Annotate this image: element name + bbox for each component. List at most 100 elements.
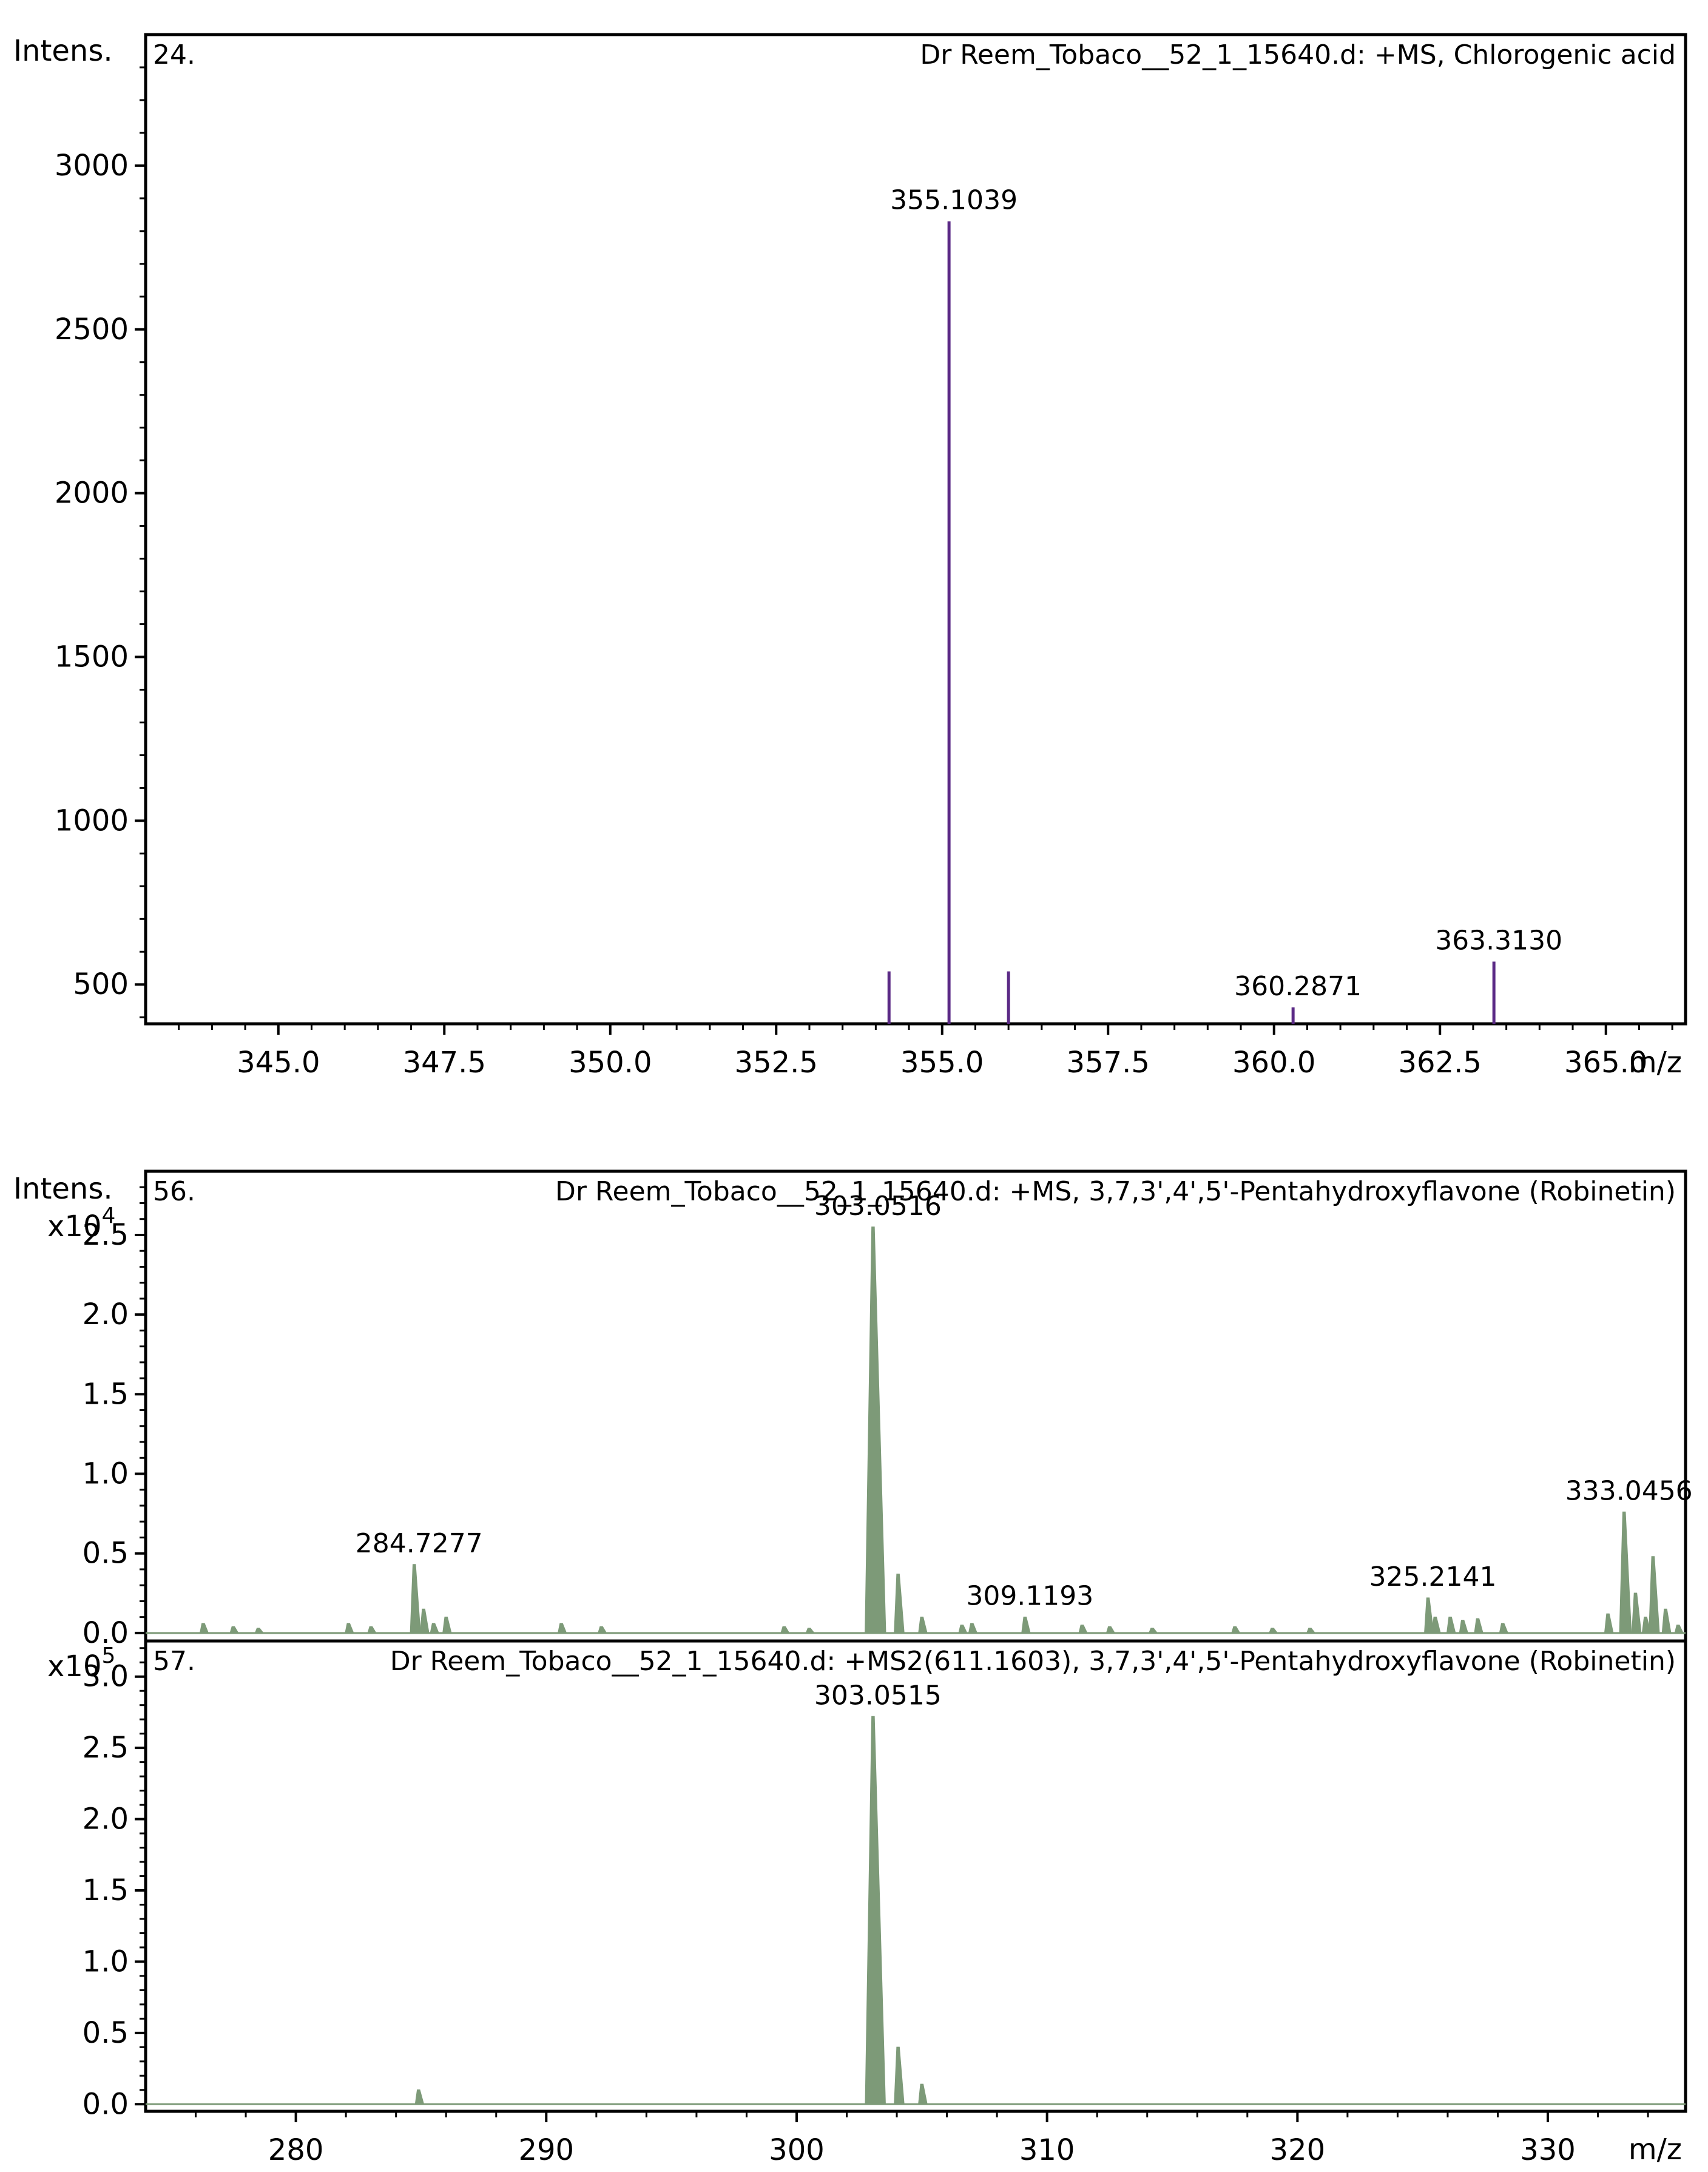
panel1-xtick-label: 360.0 — [1232, 1046, 1315, 1080]
spectrum-peak — [894, 2046, 905, 2105]
spectrum-peak — [1674, 1625, 1684, 1634]
panel3-ytick-label: 2.0 — [83, 1802, 129, 1836]
peak-label: 325.2141 — [1369, 1561, 1497, 1592]
spectrum-peak — [367, 1626, 377, 1634]
panel1-x-axis: 345.0 347.5 350.0 352.5 355.0 357.5 360.… — [178, 1024, 1673, 1080]
peak-label: 355.1039 — [890, 185, 1018, 216]
panel1-frame — [144, 33, 1687, 1026]
spectrum-peak — [1499, 1623, 1509, 1634]
panel3-ytick-label: 3.0 — [83, 1660, 129, 1694]
panel2-ytick-label: 0.0 — [83, 1616, 129, 1650]
panel3-scale-base: x10 — [47, 1649, 101, 1683]
panel3-scale-exp: 5 — [101, 1643, 115, 1668]
spectrum-peak — [557, 1623, 567, 1634]
panel3-scale: x105 — [47, 1643, 115, 1683]
spectrum-peak — [229, 1626, 239, 1634]
panel3-ytick-label: 0.5 — [83, 2016, 129, 2050]
panel3-xlabel: m/z — [1629, 2133, 1682, 2167]
spectrum-peak — [1459, 1620, 1469, 1634]
panel1-number: 24. — [153, 39, 195, 70]
spectrum-peak — [442, 1616, 452, 1634]
panel3-xtick-label: 320 — [1270, 2133, 1326, 2167]
spectrum-peak — [780, 1626, 790, 1634]
panel1-ytick-label: 2500 — [55, 313, 129, 347]
panel1-xtick-label: 352.5 — [735, 1046, 818, 1080]
panel2-peaks — [146, 1226, 1686, 1634]
panel2-ytick-label: 2.5 — [83, 1218, 129, 1252]
spectrum-peak — [410, 1564, 421, 1634]
panel1-ytick-label: 1500 — [55, 640, 129, 674]
spectrum-peak — [1619, 1511, 1632, 1634]
panel2-ytick-label: 0.5 — [83, 1537, 129, 1571]
spectrum-peak — [597, 1626, 607, 1634]
panel2-ytick-label: 2.0 — [83, 1297, 129, 1331]
panel3-frame — [144, 1639, 1687, 2113]
panel1-title: Dr Reem_Tobaco__52_1_15640.d: +MS, Chlor… — [920, 39, 1676, 70]
spectrum-peak — [1474, 1618, 1484, 1634]
panel2-scale: x104 — [47, 1203, 115, 1243]
panel3-xtick-label: 300 — [769, 2133, 825, 2167]
peak-label: 333.0456 — [1565, 1475, 1693, 1506]
spectrum-peak — [1021, 1616, 1031, 1634]
spectrum-peak — [1446, 1616, 1456, 1634]
spectrum-peak — [1631, 1592, 1642, 1634]
panel3-ytick-label: 2.5 — [83, 1731, 129, 1765]
panel1-ytick-label: 500 — [73, 967, 129, 1001]
panel1-ytick-label: 1000 — [55, 804, 129, 837]
peak-label: 363.3130 — [1435, 925, 1562, 956]
spectrum-peak — [918, 2083, 928, 2105]
spectrum-peak — [430, 1623, 439, 1634]
panel3-xtick-label: 280 — [268, 2133, 324, 2167]
spectrum-peak — [414, 2089, 425, 2105]
peak-label: 360.2871 — [1234, 971, 1362, 1002]
panel3-peaks — [146, 1716, 1686, 2105]
spectrum-peak — [1105, 1626, 1116, 1634]
panel1-ytick-label: 2000 — [55, 476, 129, 510]
peak-label: 284.7277 — [356, 1528, 483, 1559]
panel2-y-axis: 0.0 0.5 1.0 1.5 2.0 2.5 — [83, 1186, 146, 1650]
panel1-xtick-label: 355.0 — [900, 1046, 984, 1080]
spectrum-peak — [419, 1608, 430, 1634]
spectrum-peak — [1649, 1556, 1660, 1634]
panel1-xtick-label: 350.0 — [569, 1046, 652, 1080]
panel1-y-axis: 500 1000 1500 2000 2500 3000 — [55, 66, 146, 1018]
spectrum-peak — [1231, 1626, 1241, 1634]
spectrum-peak — [865, 1716, 886, 2105]
panel3-x-axis: 280 290 300 310 320 330 — [195, 2111, 1649, 2167]
panel1-ytick-label: 3000 — [55, 149, 129, 183]
panel2-ytick-label: 1.5 — [83, 1377, 129, 1411]
panel3-xtick-label: 330 — [1520, 2133, 1576, 2167]
spectrum-peak — [1431, 1616, 1441, 1634]
panel1-peaks — [887, 221, 1496, 1024]
panel1-peak-labels: 355.1039 360.2871 363.3130 — [890, 185, 1562, 1002]
spectrum-peak — [958, 1625, 968, 1634]
spectrum-peak — [968, 1623, 978, 1634]
panel2-peak-labels: 284.7277 303.0516 309.1193 325.2141 333.… — [356, 1191, 1693, 1612]
panel2-ytick-label: 1.0 — [83, 1457, 129, 1491]
panel3-y-axis: 0.0 0.5 1.0 1.5 2.0 2.5 3.0 — [83, 1647, 146, 2121]
spectrum-peak — [894, 1574, 905, 1634]
panel2-scale-base: x10 — [47, 1209, 101, 1243]
peak-label: 303.0516 — [814, 1191, 942, 1222]
panel2-number: 56. — [153, 1176, 195, 1207]
spectrum-peak — [199, 1623, 209, 1634]
panel3-peak-labels: 303.0515 — [814, 1680, 942, 1711]
spectrum-peak — [918, 1616, 928, 1634]
panel1-xlabel: m/z — [1629, 1046, 1682, 1080]
panel1-ylabel: Intens. — [13, 34, 113, 68]
panel1-xtick-label: 345.0 — [237, 1046, 320, 1080]
panel1-xtick-label: 362.5 — [1399, 1046, 1482, 1080]
panel3-ytick-label: 0.0 — [83, 2087, 129, 2121]
panel2-ylabel: Intens. — [13, 1172, 113, 1206]
panel-robinetin-ms2: x105 57. Dr Reem_Tobaco__52_1_15640.d: +… — [47, 1639, 1687, 2167]
panel3-ytick-label: 1.0 — [83, 1944, 129, 1978]
spectrum-peak — [1078, 1625, 1088, 1634]
panel-robinetin-ms: Intens. x104 56. Dr Reem_Tobaco__52_1_15… — [13, 1169, 1693, 1650]
panel3-xtick-label: 290 — [518, 2133, 574, 2167]
spectrum-peak — [345, 1623, 354, 1634]
panel-chlorogenic-acid: Intens. 24. Dr Reem_Tobaco__52_1_15640.d… — [13, 33, 1687, 1080]
panel2-title: Dr Reem_Tobaco__52_1_15640.d: +MS, 3,7,3… — [555, 1176, 1676, 1207]
peak-label: 309.1193 — [966, 1581, 1093, 1612]
